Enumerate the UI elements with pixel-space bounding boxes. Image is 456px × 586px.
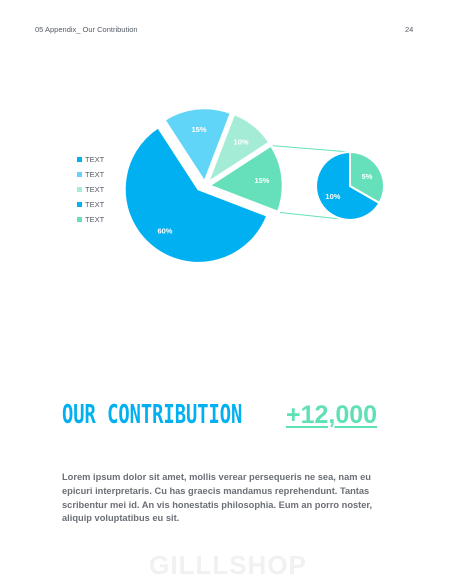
legend-label: TEXT — [85, 170, 105, 179]
legend-swatch — [77, 187, 82, 192]
pie-slice-label: 15% — [254, 176, 269, 185]
legend-label: TEXT — [85, 185, 105, 194]
legend-item: TEXT — [77, 167, 104, 182]
connector-line — [273, 145, 351, 153]
bar-of-pie-chart: 60% 15% 10% 15% 10% 5% — [123, 106, 385, 265]
pie-slice — [206, 143, 285, 214]
pie-slice — [123, 125, 270, 265]
secondary-pie-slice — [349, 150, 385, 205]
legend-label: TEXT — [85, 200, 105, 209]
secondary-pie-label: 5% — [362, 172, 373, 181]
watermark: GILLLSHOP — [149, 550, 307, 580]
legend-item: TEXT — [77, 197, 104, 212]
legend-label: TEXT — [85, 155, 105, 164]
legend-swatch — [77, 157, 82, 162]
pie-slice-label: 10% — [234, 137, 249, 146]
pie-slice-label: 15% — [192, 125, 207, 134]
pie-slice — [162, 106, 233, 185]
section-header: 05 Appendix_ Our Contribution — [35, 25, 138, 34]
legend-item: TEXT — [77, 182, 104, 197]
pie-slice — [204, 112, 272, 187]
legend-swatch — [77, 217, 82, 222]
legend-swatch — [77, 202, 82, 207]
secondary-pie-label: 10% — [325, 192, 340, 201]
page-number: 24 — [405, 25, 414, 34]
secondary-pie-slice — [315, 150, 381, 221]
legend-swatch — [77, 172, 82, 177]
legend-item: TEXT — [77, 212, 104, 227]
legend-label: TEXT — [85, 215, 105, 224]
contribution-title: OUR CONTRIBUTION — [62, 400, 243, 430]
chart-legend: TEXT TEXT TEXT TEXT TEXT — [77, 152, 104, 227]
contribution-body: Lorem ipsum dolor sit amet, mollis verea… — [62, 472, 373, 524]
legend-item: TEXT — [77, 152, 104, 167]
contribution-value: +12,000 — [286, 401, 378, 429]
pie-slice-label: 60% — [157, 227, 172, 236]
